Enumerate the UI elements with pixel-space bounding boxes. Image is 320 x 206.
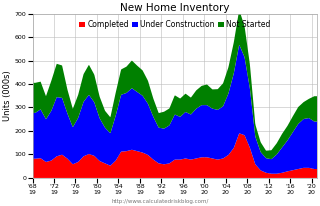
- Text: http://www.calculatedriskblog.com/: http://www.calculatedriskblog.com/: [111, 199, 209, 204]
- Legend: Completed, Under Construction, Not Started: Completed, Under Construction, Not Start…: [76, 17, 274, 33]
- Y-axis label: Units (000s): Units (000s): [3, 70, 12, 121]
- Title: New Home Inventory: New Home Inventory: [120, 3, 229, 13]
